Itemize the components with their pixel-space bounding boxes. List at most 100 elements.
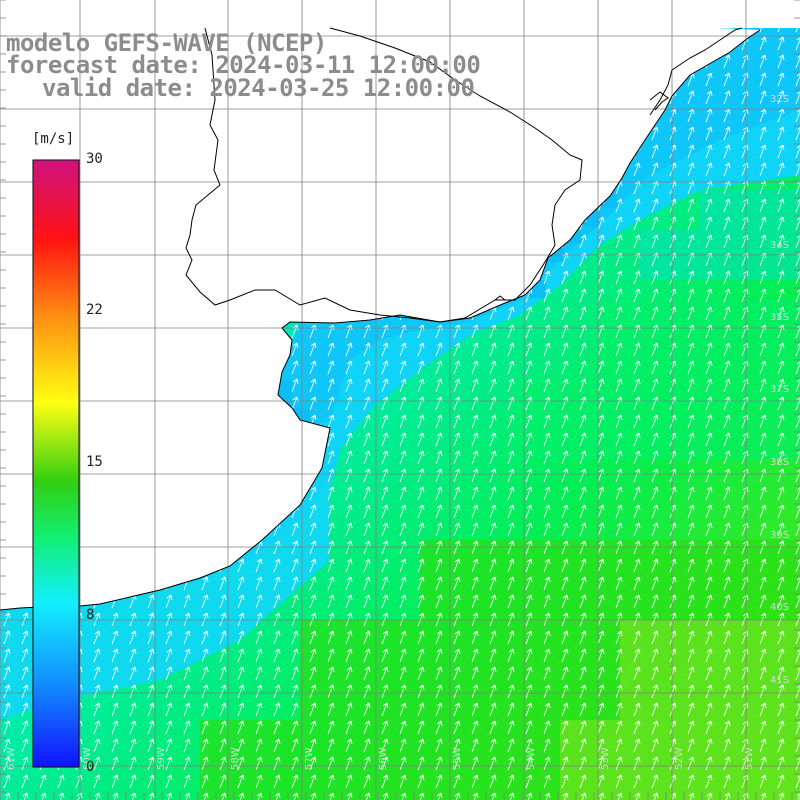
wind-arrow [165,702,173,717]
wind-arrow [165,270,173,285]
wind-arrow [687,468,695,483]
wind-arrow [21,90,29,105]
wind-arrow [129,198,137,213]
wind-arrow [777,630,785,645]
wind-arrow [3,234,11,249]
wind-arrow [507,468,515,483]
wind-arrow [165,630,173,645]
wind-arrow [705,216,713,231]
wind-arrow [453,720,461,735]
lon-label: 51W [744,747,755,770]
wind-arrow [21,576,29,591]
wind-arrow [327,36,335,51]
wind-arrow [525,198,533,213]
wind-arrow [3,666,11,681]
wind-arrow [705,90,713,105]
wind-arrow [777,216,785,231]
wind-arrow [651,234,659,249]
wind-arrow [507,162,515,177]
wind-arrow [3,468,11,483]
wind-arrow [435,270,443,285]
wind-arrow [183,378,191,393]
wind-arrow [309,378,317,393]
wind-arrow [723,234,731,249]
wind-arrow [579,774,587,789]
wind-arrow [165,738,173,753]
wind-arrow [219,360,227,375]
wind-arrow [273,720,281,735]
wind-arrow [147,594,155,609]
wind-arrow [219,540,227,555]
wind-arrow [201,612,209,627]
wind-arrow [417,666,425,681]
wind-arrow [633,558,641,573]
wind-arrow [543,594,551,609]
wind-arrow [21,234,29,249]
wind-arrow [579,54,587,69]
wind-arrow [399,288,407,303]
wind-arrow [93,432,101,447]
wind-arrow [183,468,191,483]
wind-arrow [705,558,713,573]
wind-arrow [21,702,29,717]
lat-label: 40S [770,602,789,613]
wind-arrow [417,720,425,735]
wind-arrow [705,630,713,645]
wind-arrow [291,576,299,591]
wind-arrow [633,342,641,357]
wind-arrow [525,324,533,339]
wind-arrow [777,612,785,627]
wind-arrow [291,684,299,699]
wind-arrow [237,774,245,789]
wind-arrow [3,450,11,465]
wind-arrow [327,486,335,501]
wind-arrow [309,522,317,537]
wind-arrow [381,720,389,735]
wind-arrow [669,54,677,69]
colorbar-unit: [m/s] [32,131,75,147]
wind-arrow [615,90,623,105]
wind-arrow [795,270,800,285]
wind-arrow [165,504,173,519]
wind-arrow [3,504,11,519]
wind-arrow [507,28,515,33]
wind-arrow [147,396,155,411]
wind-arrow [381,450,389,465]
wind-arrow [435,702,443,717]
wind-arrow [111,558,119,573]
wind-arrow [561,342,569,357]
wind-arrow [615,522,623,537]
wind-arrow [777,288,785,303]
lat-label: 35S [770,312,789,323]
wind-arrow [561,558,569,573]
wind-arrow [651,468,659,483]
wind-arrow [687,90,695,105]
wind-arrow [165,342,173,357]
wind-arrow [291,774,299,789]
wind-arrow [111,666,119,681]
wind-arrow [489,144,497,159]
wind-arrow [759,144,767,159]
wind-arrow [417,450,425,465]
wind-arrow [561,198,569,213]
wind-arrow [345,162,353,177]
wind-arrow [273,144,281,159]
wind-arrow [381,360,389,375]
wind-arrow [525,306,533,321]
wind-arrow [273,486,281,501]
wind-arrow [759,540,767,555]
wind-arrow [291,468,299,483]
wind-arrow [507,558,515,573]
wind-arrow [345,666,353,681]
wind-arrow [381,270,389,285]
wind-arrow [561,126,569,141]
wind-arrow [561,576,569,591]
wind-arrow [759,288,767,303]
wind-arrow [507,630,515,645]
wind-arrow [183,450,191,465]
wind-arrow [633,594,641,609]
wind-arrow [453,666,461,681]
wind-arrow [381,234,389,249]
wind-arrow [273,432,281,447]
wind-arrow [615,288,623,303]
